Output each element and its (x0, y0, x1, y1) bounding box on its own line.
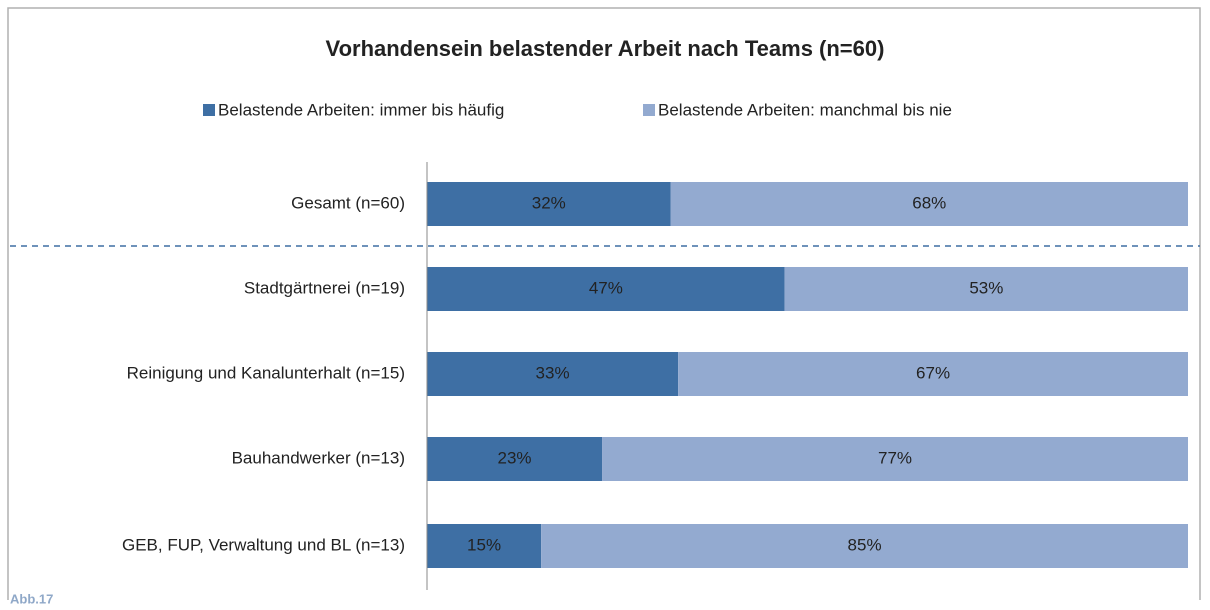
legend-swatch (643, 104, 655, 116)
bar-segment (427, 352, 679, 396)
legend-label: Belastende Arbeiten: immer bis häufig (218, 100, 504, 119)
bar-segment (427, 524, 542, 568)
y-tick-label: Gesamt (n=60) (291, 193, 405, 212)
bar-segment (427, 182, 671, 226)
bar-segment (427, 267, 785, 311)
legend-swatch (203, 104, 215, 116)
value-label: 15% (467, 535, 501, 554)
value-label: 68% (912, 193, 946, 212)
bar-segment (784, 267, 1188, 311)
value-label: 77% (878, 448, 912, 467)
y-tick-label: Stadtgärtnerei (n=19) (244, 278, 405, 297)
bar-segment (541, 524, 1188, 568)
value-label: 32% (532, 193, 566, 212)
y-tick-label: GEB, FUP, Verwaltung und BL (n=13) (122, 535, 405, 554)
annotation: Abb.17 (10, 591, 53, 606)
bar-segment (602, 437, 1188, 481)
frame (7, 7, 1201, 600)
value-label: 47% (589, 278, 623, 297)
value-label: 67% (916, 363, 950, 382)
bar-segment (678, 352, 1188, 396)
legend-label: Belastende Arbeiten: manchmal bis nie (658, 100, 952, 119)
bar-segment (670, 182, 1188, 226)
y-tick-label: Reinigung und Kanalunterhalt (n=15) (127, 363, 405, 382)
value-label: 23% (497, 448, 531, 467)
y-tick-label: Bauhandwerker (n=13) (232, 448, 405, 467)
value-label: 33% (536, 363, 570, 382)
chart-title: Vorhandensein belastender Arbeit nach Te… (326, 36, 885, 61)
bar-segment (427, 437, 603, 481)
value-label: 85% (848, 535, 882, 554)
value-label: 53% (969, 278, 1003, 297)
